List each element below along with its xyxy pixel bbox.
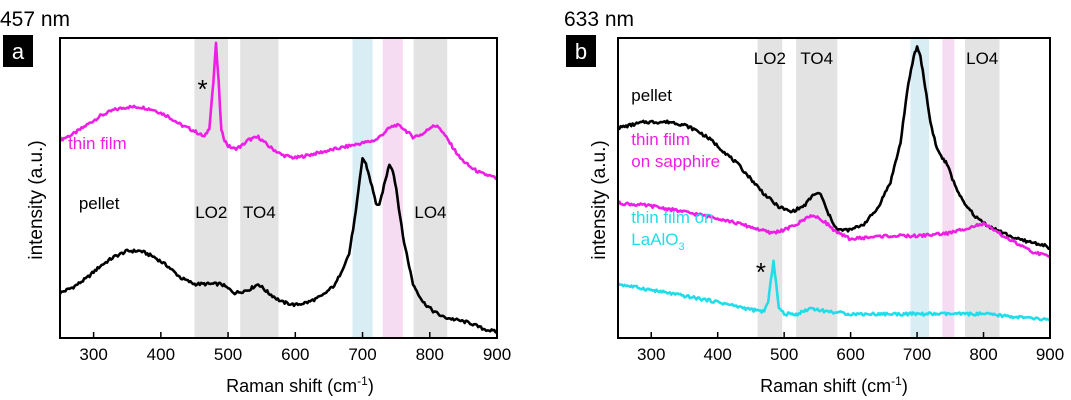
panel-a-xtick-label-900: 900 (483, 345, 511, 364)
panel-a-xtick-label-300: 300 (79, 345, 107, 364)
panel-b-series-thin-film-on-laalo3 (618, 259, 1050, 322)
panel-b-plot-area: LO2 TO4 LO4 pellet thin film on sapphire thin … (617, 37, 1064, 364)
panel-b-series-thin-film-on-sapphire (618, 200, 1050, 259)
panel-a-xlabel-sup: -1 (357, 374, 368, 388)
panel-b-xlabel-main: Raman shift (cm (760, 376, 891, 396)
panel-b-annotation-asterisk-1: * (756, 257, 766, 287)
panel-a-band-highlight-2 (352, 38, 373, 338)
panel-b-band-to4 (796, 38, 838, 338)
panel-a-wavelength-title: 457 nm (0, 8, 70, 31)
panel-b: 633 nm b intensity (a.u.) Raman shift (c… (564, 8, 1064, 396)
panel-b-band-lo4 (964, 38, 1000, 338)
panel-a-band-label-to4: TO4 (243, 203, 276, 222)
panel-b-plot-frame (617, 37, 1051, 339)
panel-a-xlabel: Raman shift (cm-1) (226, 374, 374, 396)
panel-b-series-label-thin-film-on-laalo3-line-2: LaAlO3 (631, 230, 684, 253)
panel-b-band-highlight-2 (910, 38, 930, 338)
panel-a-xtick-label-400: 400 (147, 345, 175, 364)
panel-a-series-thin-film (60, 41, 497, 181)
panel-a-xtick-label-500: 500 (214, 345, 242, 364)
panel-a-series-label-pellet: pellet (79, 194, 120, 213)
panel-b-band-highlight-3 (942, 38, 955, 338)
panel-b-letter: b (575, 39, 587, 64)
panel-a-band-label-lo2: LO2 (195, 203, 227, 222)
panel-b-xtick-label-400: 400 (704, 345, 732, 364)
panel-b-xlabel-sup: -1 (891, 374, 902, 388)
panel-b-band-label-lo2: LO2 (754, 49, 786, 68)
panel-b-xtick-label-900: 900 (1036, 345, 1064, 364)
panel-a-band-highlight-3 (382, 38, 403, 338)
panel-a-xlabel-end: ) (368, 376, 374, 396)
panel-a-xtick-label-800: 800 (416, 345, 444, 364)
panel-a-xtick-label-600: 600 (281, 345, 309, 364)
panel-b-xlabel: Raman shift (cm-1) (760, 374, 908, 396)
panel-a-band-lo2 (194, 38, 229, 338)
panel-b-xlabel-end: ) (902, 376, 908, 396)
panel-a-series-label-thin-film: thin film (68, 134, 127, 153)
panel-b-band-label-to4: TO4 (800, 49, 833, 68)
panel-b-wavelength-title: 633 nm (564, 8, 634, 31)
panel-a: 457 nm a intensity (a.u.) Raman shift (c… (0, 8, 511, 396)
panel-b-series-label-thin-film-on-sapphire-line-2: on sapphire (631, 152, 720, 171)
panel-a-band-label-lo4: LO4 (414, 203, 446, 222)
panel-a-annotation-asterisk-1: * (197, 74, 207, 104)
panel-b-series-label-pellet: pellet (631, 86, 672, 105)
panel-a-plot-frame (59, 37, 498, 339)
panel-a-letter-box (3, 35, 33, 67)
panel-b-xtick-label-500: 500 (770, 345, 798, 364)
panel-b-xtick-label-700: 700 (903, 345, 931, 364)
panel-b-letter-box (566, 35, 596, 67)
panel-a-letter: a (12, 39, 25, 64)
panel-b-xtick-label-800: 800 (969, 345, 997, 364)
panel-a-plot-area: LO2 TO4 LO4 thin film pellet * 300 400 500 600 700… (59, 37, 511, 364)
panel-a-xlabel-main: Raman shift (cm (226, 376, 357, 396)
panel-b-xtick-label-600: 600 (836, 345, 864, 364)
panel-b-band-label-lo4: LO4 (966, 49, 998, 68)
panel-a-ylabel: intensity (a.u.) (26, 140, 47, 259)
panel-a-band-to4 (240, 38, 279, 338)
panel-a-series-pellet (60, 157, 497, 334)
panel-b-ylabel: intensity (a.u.) (589, 140, 610, 259)
panel-b-series-pellet (618, 45, 1050, 251)
panel-b-series-label-thin-film-on-sapphire-line-1: thin film (631, 130, 690, 149)
panel-b-xtick-label-300: 300 (637, 345, 665, 364)
panel-a-xtick-label-700: 700 (348, 345, 376, 364)
panel-a-band-lo4 (413, 38, 448, 338)
panel-b-series-label-thin-film-on-laalo3-line-1: thin film on (631, 208, 713, 227)
